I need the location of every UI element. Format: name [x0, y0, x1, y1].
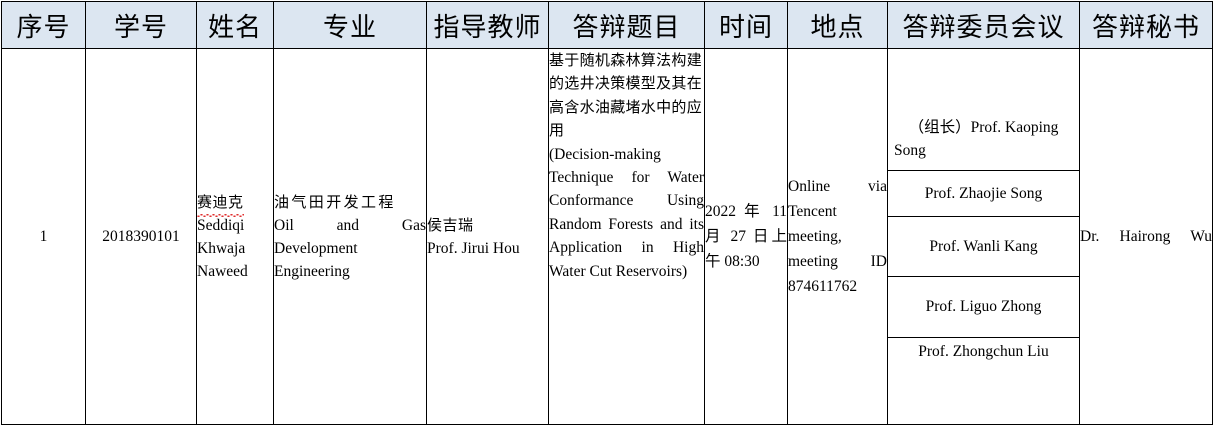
advisor-zh: 侯吉瑞: [427, 215, 474, 234]
cell-major: 油气田开发工程 Oil and Gas Development Engineer…: [273, 48, 427, 425]
column-header-time: 时间: [704, 1, 788, 49]
column-header-student-id: 学号: [85, 1, 197, 49]
committee-member: Prof. Zhaojie Song: [888, 170, 1079, 217]
committee-member: Prof. Liguo Zhong: [888, 276, 1079, 338]
cell-name: 赛迪克 Seddiqi Khwaja Naweed: [196, 48, 274, 425]
column-header-committee: 答辩委员会议: [887, 1, 1080, 49]
cell-seq: 1: [1, 48, 86, 425]
committee-member: Prof. Zhongchun Liu: [918, 342, 1049, 360]
committee-member: Prof. Wanli Kang: [888, 216, 1079, 277]
table-row: 1 2018390101 赛迪克 Seddiqi Khwaja Naweed 油…: [1, 48, 1213, 425]
student-name-zh: 赛迪克: [197, 191, 244, 217]
major-zh: 油气田开发工程: [274, 192, 396, 211]
topic-en: (Decision-making Technique for Water Con…: [549, 145, 704, 280]
advisor-en: Prof. Jirui Hou: [427, 239, 520, 257]
column-header-place: 地点: [787, 1, 888, 49]
major-en: Oil and Gas Development Engineering: [274, 216, 426, 280]
cell-student-id: 2018390101: [85, 48, 197, 425]
student-name-zh-wrapper: 赛迪克: [197, 191, 273, 217]
student-name-en: Seddiqi Khwaja Naweed: [197, 216, 248, 280]
cell-time: 2022 年 11 月 27 日上午 08:30: [704, 48, 788, 425]
column-header-topic: 答辩题目: [548, 1, 705, 49]
column-header-advisor: 指导教师: [426, 1, 549, 49]
committee-member-chair: （组长）Prof. Kaoping Song: [888, 108, 1079, 171]
column-header-seq: 序号: [1, 1, 86, 49]
column-header-name: 姓名: [196, 1, 274, 49]
table-header-row: 序号 学号 姓名 专业 指导教师 答辩题目 时间 地点 答辩委员会议 答辩秘书: [1, 1, 1213, 49]
column-header-major: 专业: [273, 1, 427, 49]
topic-zh: 基于随机森林算法构建的选井决策模型及其在高含水油藏堵水中的应用: [549, 51, 703, 140]
cell-place: Online via Tencent meeting, meeting ID 8…: [787, 48, 888, 425]
committee-table: （组长）Prof. Kaoping Song Prof. Zhaojie Son…: [888, 108, 1079, 365]
cell-topic: 基于随机森林算法构建的选井决策模型及其在高含水油藏堵水中的应用 (Decisio…: [548, 48, 705, 425]
cell-secretary: Dr. Hairong Wu: [1079, 48, 1213, 425]
cell-advisor: 侯吉瑞 Prof. Jirui Hou: [426, 48, 549, 425]
column-header-secretary: 答辩秘书: [1079, 1, 1213, 49]
cell-committee: （组长）Prof. Kaoping Song Prof. Zhaojie Son…: [887, 48, 1080, 425]
